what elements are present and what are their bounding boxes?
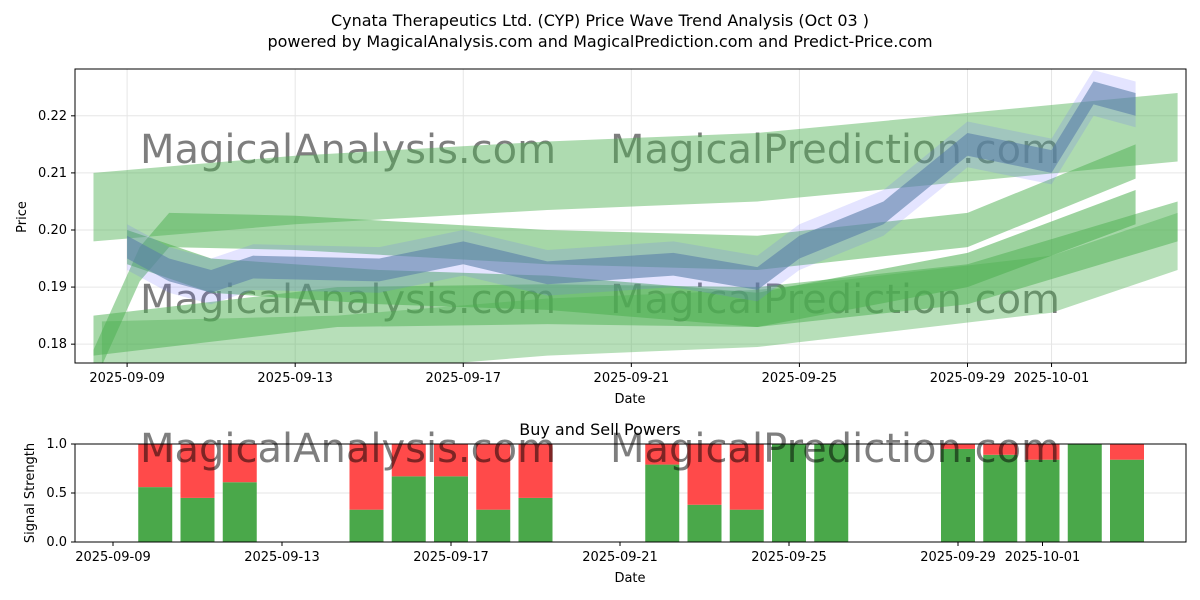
buy-bar bbox=[434, 476, 468, 542]
buy-bar bbox=[729, 509, 764, 542]
x-tick-label: 2025-09-25 bbox=[762, 371, 838, 386]
sell-bar bbox=[138, 444, 173, 488]
sell-bar bbox=[645, 444, 680, 465]
buy-bar bbox=[645, 464, 680, 542]
buy-bar bbox=[476, 509, 511, 542]
x-tick-label: 2025-09-25 bbox=[751, 550, 827, 565]
y-tick-label: 0.0 bbox=[46, 535, 67, 550]
sell-bar bbox=[434, 444, 468, 477]
signal-x-axis-label: Date bbox=[614, 571, 645, 586]
x-tick-label: 2025-09-29 bbox=[930, 371, 1006, 386]
watermark: MagicalPrediction.com bbox=[610, 426, 1060, 472]
buy-bar bbox=[391, 476, 426, 542]
sell-bar bbox=[729, 444, 764, 510]
y-tick-label: 0.18 bbox=[38, 337, 67, 352]
green-band-3 bbox=[93, 201, 1178, 356]
chart-title: Cynata Therapeutics Ltd. (CYP) Price Wav… bbox=[331, 11, 869, 30]
x-tick-label: 2025-09-21 bbox=[594, 371, 670, 386]
green-band-1 bbox=[93, 92, 1178, 242]
sell-bar bbox=[349, 444, 384, 510]
sell-bar bbox=[1110, 444, 1144, 460]
y-tick-label: 0.22 bbox=[38, 109, 67, 124]
sell-bar bbox=[391, 444, 426, 477]
sell-bar bbox=[180, 444, 215, 498]
buy-bar bbox=[814, 444, 849, 542]
green-band-4 bbox=[93, 144, 1136, 363]
watermark: MagicalAnalysis.com bbox=[140, 426, 556, 472]
x-axis-label: Date bbox=[614, 392, 645, 407]
y-tick-label: 0.19 bbox=[38, 280, 67, 295]
buy-bar bbox=[983, 454, 1018, 542]
signal-chart-title: Buy and Sell Powers bbox=[519, 420, 681, 439]
plot-frame bbox=[74, 443, 1187, 543]
buy-bar bbox=[687, 504, 722, 542]
y-tick-label: 0.21 bbox=[38, 166, 67, 181]
x-tick-label: 2025-10-01 bbox=[1014, 371, 1090, 386]
x-tick-label: 2025-09-09 bbox=[75, 550, 151, 565]
x-tick-label: 2025-09-17 bbox=[425, 371, 501, 386]
sell-bar bbox=[941, 444, 975, 449]
chart-subtitle: powered by MagicalAnalysis.com and Magic… bbox=[267, 32, 932, 51]
sell-bar bbox=[1025, 444, 1060, 460]
plot-frame bbox=[74, 68, 1187, 364]
x-tick-label: 2025-10-01 bbox=[1005, 550, 1081, 565]
price-wave bbox=[127, 81, 1136, 293]
y-tick-label: 1.0 bbox=[46, 437, 67, 452]
buy-bar bbox=[941, 448, 975, 542]
y-tick-label: 0.5 bbox=[46, 486, 67, 501]
signal-y-axis-label: Signal Strength bbox=[23, 443, 38, 543]
buy-bar bbox=[1110, 459, 1144, 542]
sell-bar bbox=[476, 444, 511, 510]
buy-bar bbox=[180, 497, 215, 542]
watermark: MagicalAnalysis.com bbox=[140, 127, 556, 173]
buy-bar bbox=[138, 487, 173, 542]
x-tick-label: 2025-09-13 bbox=[244, 550, 320, 565]
signal-chart: 0.0 0.5 1.0 2025-09-09 2025-09-13 2025-09-17 2… bbox=[46, 426, 1187, 565]
x-tick-label: 2025-09-21 bbox=[582, 550, 658, 565]
y-tick-label: 0.20 bbox=[38, 223, 67, 238]
sell-bar bbox=[222, 444, 257, 483]
green-band-5 bbox=[127, 190, 1136, 328]
buy-bar bbox=[1025, 459, 1060, 542]
sell-bar bbox=[983, 444, 1018, 455]
x-tick-label: 2025-09-09 bbox=[89, 371, 165, 386]
buy-bar bbox=[772, 444, 806, 542]
x-tick-label: 2025-09-13 bbox=[257, 371, 333, 386]
buy-bar bbox=[222, 482, 257, 542]
price-chart: 0.18 0.19 0.20 0.21 0.22 2025-09-09 2025-09-13… bbox=[38, 68, 1187, 386]
x-tick-label: 2025-09-29 bbox=[920, 550, 996, 565]
buy-bar bbox=[518, 497, 553, 542]
x-tick-label: 2025-09-17 bbox=[413, 550, 489, 565]
buy-bar bbox=[349, 509, 384, 542]
y-axis-label: Price bbox=[15, 201, 30, 233]
bands-group bbox=[93, 70, 1178, 363]
sell-bar bbox=[518, 444, 553, 498]
buy-bar bbox=[1067, 444, 1102, 542]
sell-bar bbox=[687, 444, 722, 505]
